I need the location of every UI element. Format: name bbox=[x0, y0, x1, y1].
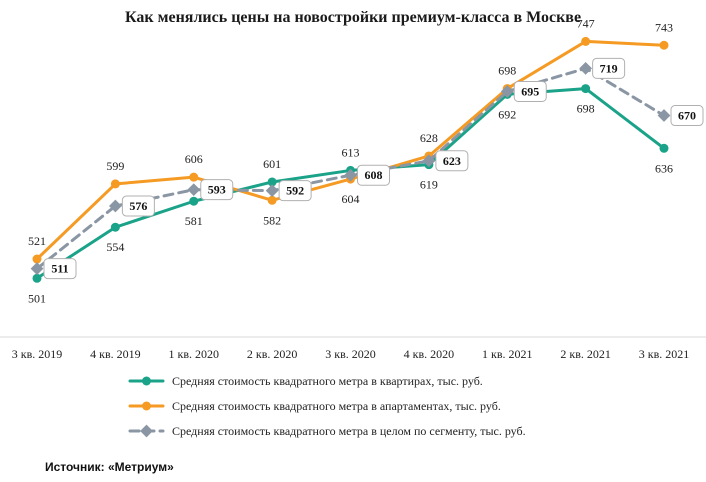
x-tick-label: 3 кв. 2019 bbox=[12, 347, 63, 361]
x-tick-label: 3 кв. 2021 bbox=[639, 347, 690, 361]
x-axis-ticks: 3 кв. 2019 4 кв. 2019 1 кв. 2020 2 кв. 2020… bbox=[12, 347, 690, 361]
series-3-marker bbox=[344, 168, 357, 182]
series-3-marker bbox=[187, 183, 201, 197]
segment-value-box: 670 bbox=[670, 105, 704, 127]
series-1-marker bbox=[32, 273, 42, 283]
x-tick-label: 2 кв. 2021 bbox=[560, 347, 611, 361]
segment-value-label: 719 bbox=[600, 61, 618, 75]
segment-value-label: 593 bbox=[208, 183, 226, 197]
data-label: 619 bbox=[420, 178, 438, 192]
segment-value-label: 608 bbox=[365, 168, 383, 182]
series-lines bbox=[30, 36, 671, 283]
series-2-marker bbox=[189, 172, 199, 182]
data-label: 743 bbox=[655, 20, 673, 34]
chart-title: Как менялись цены на новостройки премиум… bbox=[125, 9, 581, 26]
series-1-marker bbox=[659, 143, 669, 153]
x-tick-label: 2 кв. 2020 bbox=[247, 347, 298, 361]
segment-value-label: 623 bbox=[443, 154, 461, 168]
segment-value-box: 608 bbox=[357, 164, 390, 186]
data-label: 747 bbox=[577, 16, 595, 30]
data-label: 599 bbox=[106, 159, 124, 173]
data-label: 606 bbox=[185, 152, 203, 166]
segment-value-box: 511 bbox=[43, 258, 77, 280]
x-tick-label: 4 кв. 2019 bbox=[90, 347, 141, 361]
series-1-marker bbox=[267, 177, 277, 187]
legend-marker-2 bbox=[142, 401, 151, 411]
series-3-marker bbox=[579, 61, 592, 75]
source-note: Источник: «Метриум» bbox=[45, 460, 174, 474]
legend: Средняя стоимость квадратного метра в кв… bbox=[128, 374, 526, 438]
data-label: 501 bbox=[28, 291, 46, 305]
legend-label-1: Средняя стоимость квадратного метра в кв… bbox=[172, 374, 483, 388]
data-label: 613 bbox=[342, 145, 360, 159]
legend-marker-3 bbox=[140, 424, 153, 438]
data-label: 601 bbox=[263, 157, 281, 171]
data-label: 604 bbox=[342, 192, 360, 206]
series-1-marker bbox=[189, 196, 199, 206]
series-3-marker bbox=[422, 154, 436, 168]
x-tick-label: 4 кв. 2020 bbox=[404, 347, 455, 361]
series-2-marker bbox=[110, 179, 120, 189]
data-label: 628 bbox=[420, 131, 438, 145]
x-tick-label: 1 кв. 2021 bbox=[482, 347, 533, 361]
data-label: 521 bbox=[28, 234, 46, 248]
segment-value-label: 592 bbox=[286, 184, 304, 198]
segment-value-box: 719 bbox=[592, 57, 626, 79]
series-3-marker bbox=[109, 199, 122, 213]
series-2-marker bbox=[32, 254, 42, 264]
data-labels: 501 554 581 601 613 619 692 698 636 521 599 606 582 6… bbox=[28, 16, 704, 305]
data-label: 582 bbox=[263, 213, 281, 227]
legend-label-2: Средняя стоимость квадратного метра в ап… bbox=[172, 399, 501, 413]
segment-value-label: 695 bbox=[521, 84, 539, 98]
series-3-marker bbox=[500, 85, 514, 98]
series-2-marker bbox=[659, 40, 669, 50]
series-1-marker bbox=[581, 84, 591, 94]
series-3-marker bbox=[30, 262, 44, 276]
x-tick-label: 3 кв. 2020 bbox=[325, 347, 376, 361]
series-3-marker bbox=[657, 109, 671, 122]
segment-value-label: 670 bbox=[678, 109, 696, 123]
segment-value-box: 623 bbox=[435, 150, 469, 172]
segment-value-box: 592 bbox=[278, 180, 312, 202]
legend-marker-1 bbox=[142, 376, 151, 386]
series-3-marker bbox=[265, 184, 279, 198]
data-label: 692 bbox=[498, 107, 516, 121]
legend-label-3: Средняя стоимость квадратного метра в це… bbox=[172, 424, 526, 438]
data-label: 698 bbox=[498, 64, 516, 78]
segment-value-box: 695 bbox=[513, 80, 547, 102]
segment-value-box: 593 bbox=[200, 179, 234, 201]
segment-value-label: 576 bbox=[129, 199, 147, 213]
segment-value-box: 576 bbox=[121, 195, 155, 217]
series-1-marker bbox=[110, 222, 120, 232]
segment-value-label: 511 bbox=[51, 262, 68, 276]
data-label: 698 bbox=[577, 102, 595, 116]
series-2-marker bbox=[267, 195, 277, 205]
data-label: 554 bbox=[106, 240, 124, 254]
x-tick-label: 1 кв. 2020 bbox=[169, 347, 220, 361]
data-label: 581 bbox=[185, 214, 203, 228]
data-label: 636 bbox=[655, 161, 673, 175]
series-2-marker bbox=[581, 36, 591, 46]
